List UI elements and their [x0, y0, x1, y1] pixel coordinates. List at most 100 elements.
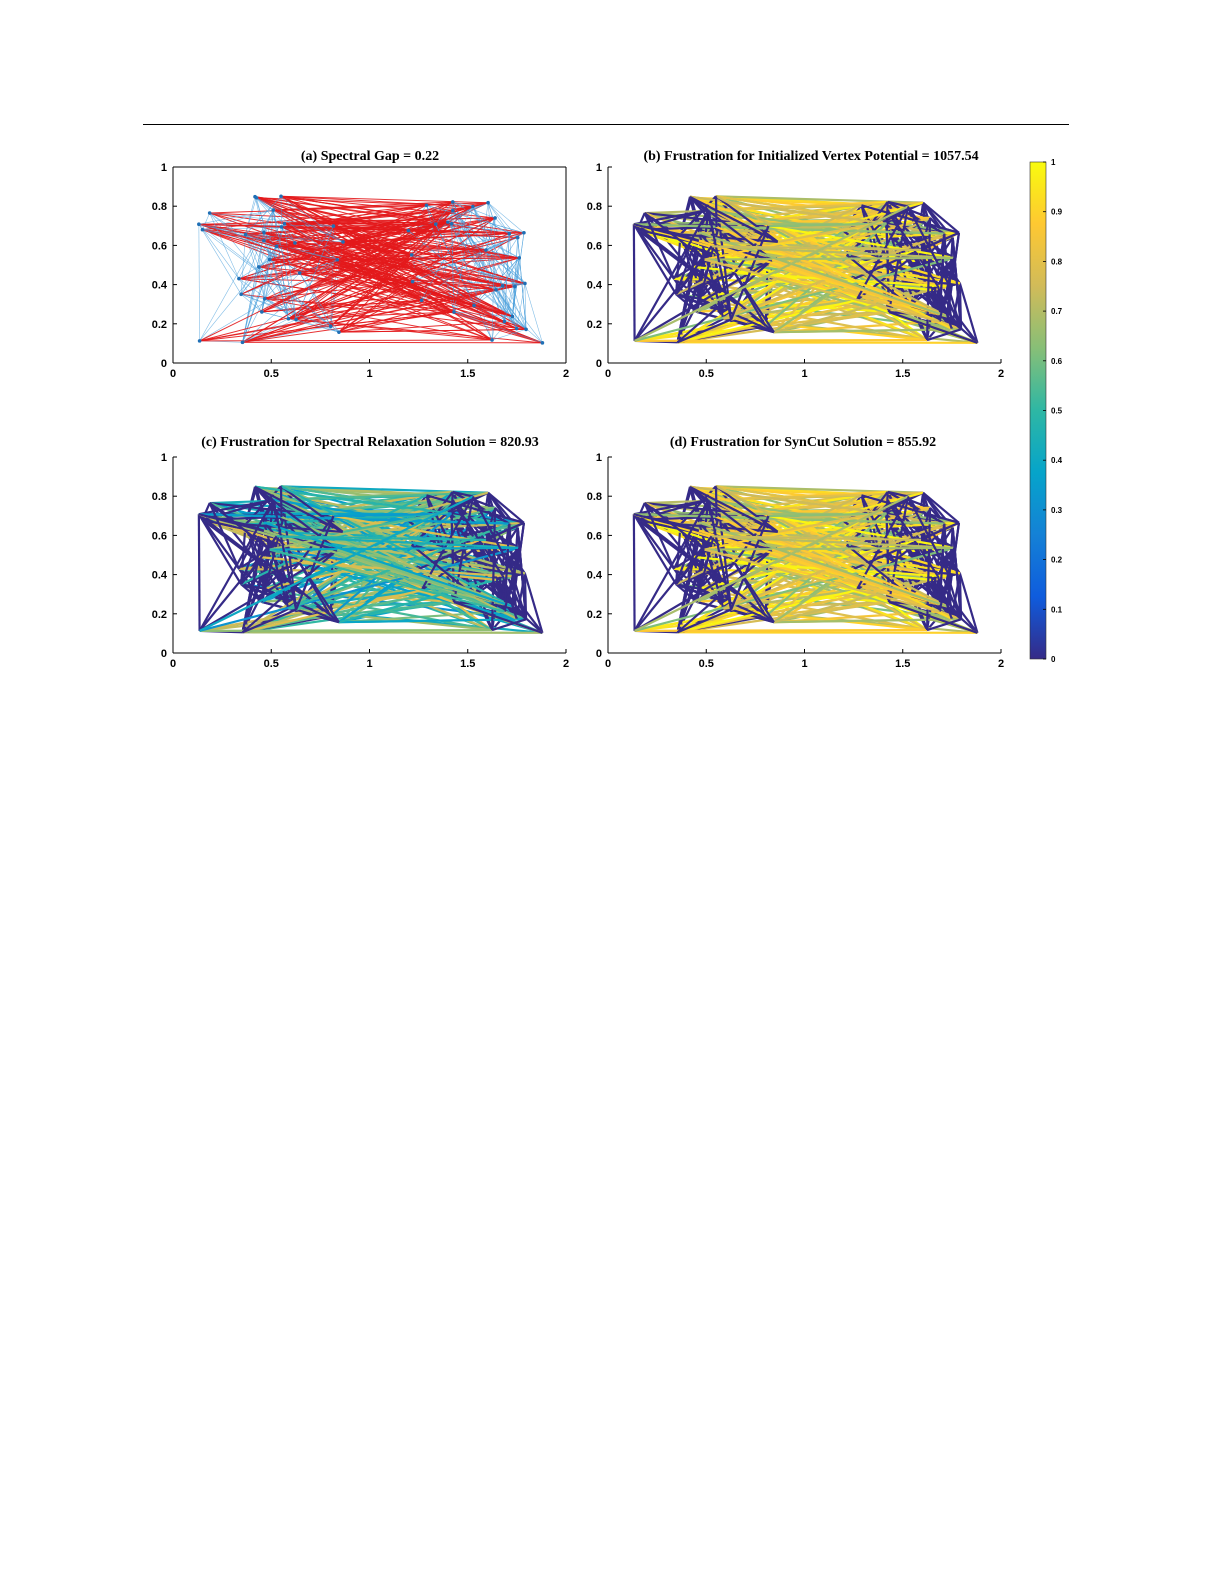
colorbar-tick-label: 0.9 [1051, 208, 1063, 217]
panel-b-edge [680, 233, 700, 242]
panel-d-edge [767, 515, 953, 620]
panel-c-edge [197, 513, 240, 570]
panel-b-y-tick-label: 0 [596, 358, 602, 370]
panel-a-edge [198, 224, 200, 341]
panel-d-edge [777, 511, 884, 534]
colorbar-tick-label: 0.7 [1051, 307, 1063, 316]
panel-c-y-tick-label: 0.4 [152, 570, 168, 582]
panel-a-node [237, 276, 241, 281]
panel-c-edge [284, 499, 453, 515]
panel-c-y-tick-label: 1 [161, 452, 167, 464]
panel-a-edge [199, 286, 515, 342]
panel-d-edge [676, 535, 713, 633]
panel-d-edge [719, 499, 888, 515]
panel-d-edge [733, 562, 775, 623]
panel-a-edge [254, 196, 296, 244]
panel-d-edge [777, 491, 924, 533]
panel-c-edge [276, 535, 487, 542]
panel-d-edge [773, 578, 932, 624]
panel-b-edge [643, 212, 675, 280]
panel-d-edge [692, 556, 725, 610]
panel-c-x-tick-label: 2 [563, 658, 569, 670]
panel-a-node [267, 257, 272, 262]
panel-b-edge [885, 201, 889, 224]
panel-c-edge [516, 527, 528, 620]
panel-a-edge [495, 289, 527, 330]
panel-b-edge [887, 200, 945, 235]
panel-a-node [260, 310, 264, 314]
panel-a-edge [242, 232, 265, 343]
panel-b-plot: 0 0.5 1 1.5 2 0 0.2 0.4 0.6 0.8 1 [587, 162, 1004, 380]
panel-a-node [279, 194, 283, 199]
panel-a-edge [299, 272, 517, 330]
panel-c-y-tick-label: 0.8 [152, 491, 167, 503]
panel-a-edge [241, 294, 265, 300]
panel-d-edge [675, 535, 713, 585]
panel-b-edge [716, 225, 948, 318]
panel-b-edge [632, 223, 675, 280]
panel-c-edge [501, 575, 518, 619]
panel-a-edge [258, 266, 289, 319]
panel-b-edge [922, 201, 960, 234]
panel-a-edge [276, 245, 487, 251]
panel-d-edge [711, 535, 955, 549]
panel-b-edge [887, 200, 909, 208]
panel-b-edge [675, 245, 713, 295]
panel-b-edge [906, 205, 951, 288]
panel-a-edge [263, 231, 497, 291]
panel-d-edge [887, 490, 945, 525]
panel-d-edge [886, 499, 939, 577]
panel-a-edge [337, 259, 475, 307]
panel-b-x-tick-label: 0.5 [699, 368, 714, 380]
panel-a-edge [258, 266, 340, 333]
panel-a-edge [411, 221, 449, 256]
panel-d-edge [869, 513, 911, 596]
panel-a-y-tick-label: 0.2 [152, 319, 167, 331]
panel-c-edge [434, 513, 476, 596]
panel-a-edge [202, 229, 515, 288]
panel-d-edge [704, 548, 940, 613]
panel-a-edge [485, 217, 496, 251]
panel-d-edge [922, 491, 960, 524]
panel-c-edge [242, 631, 543, 634]
panel-a-node [540, 341, 545, 345]
panel-d-edge [869, 491, 889, 515]
panel-a-edge [435, 224, 475, 306]
panel-a-edge [338, 289, 497, 333]
panel-b-edge [925, 217, 932, 341]
panel-d-edge [690, 486, 779, 533]
panel-c-edge [208, 502, 271, 551]
panel-c-edge [336, 548, 475, 597]
panel-a-node [410, 279, 415, 284]
panel-a-y-tick-label: 0.6 [152, 240, 167, 252]
panel-a-node [449, 221, 454, 226]
panel-c-title: (c) Frustration for Spectral Relaxation … [201, 435, 538, 450]
panel-a-node [331, 224, 336, 228]
panel-a-node [507, 231, 512, 236]
panel-c-edge [245, 523, 265, 532]
panel-a-node [239, 292, 243, 297]
panel-a-x-tick-label: 2 [563, 368, 569, 380]
panel-d: (d) Frustration for SynCut Solution = 85… [587, 435, 1004, 670]
panel-b-edge [723, 232, 945, 320]
panel-b-edge [715, 195, 779, 243]
panel-a-edge [263, 232, 289, 319]
panel-a-node [286, 316, 291, 321]
panel-d-edge [677, 608, 732, 634]
panel-c-edge [450, 491, 454, 514]
panel-a-node [500, 284, 505, 288]
panel-b-title: (b) Frustration for Initialized Vertex P… [643, 149, 978, 164]
panel-a-nodes [197, 194, 545, 345]
panel-a-edge [411, 254, 525, 284]
panel-c-x-tick-label: 1.5 [460, 658, 475, 670]
panel-a-edge [240, 294, 263, 313]
panel-a-edge [452, 210, 516, 287]
panel-a-node [524, 327, 528, 332]
panel-a-edge [263, 240, 513, 317]
panel-c-edge [471, 495, 516, 578]
panel-d-edge [861, 494, 960, 524]
panel-b-edge [958, 283, 979, 344]
panel-c-edge [342, 491, 489, 533]
panel-a-edge [299, 272, 331, 327]
